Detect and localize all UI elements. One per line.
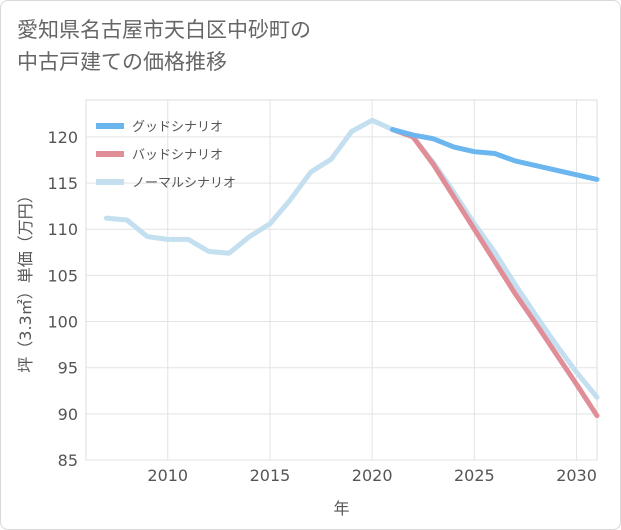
y-tick-label: 105 <box>47 266 78 285</box>
legend-label-2: バッドシナリオ <box>132 148 223 163</box>
legend-label-1: グッドシナリオ <box>132 120 223 135</box>
series-lines <box>103 117 600 419</box>
x-axis-label: 年 <box>333 499 349 518</box>
chart-title-line-1: 愛知県名古屋市天白区中砂町の <box>17 18 311 42</box>
x-tick-label: 2015 <box>250 466 291 485</box>
y-axis-ticks: 85 90 95 100 105 110 115 120 <box>47 128 78 470</box>
y-tick-label: 95 <box>58 359 78 378</box>
y-tick-label: 90 <box>58 405 78 424</box>
y-tick-label: 85 <box>58 451 78 470</box>
y-tick-label: 115 <box>47 174 78 193</box>
grid-lines <box>85 99 598 461</box>
legend-label-3: ノーマルシナリオ <box>132 176 236 191</box>
x-tick-label: 2010 <box>147 466 188 485</box>
series-line-1 <box>390 127 600 182</box>
chart-title: 愛知県名古屋市天白区中砂町の 中古戸建ての価格推移 <box>17 14 607 78</box>
x-tick-label: 2030 <box>556 466 597 485</box>
x-tick-label: 2020 <box>352 466 393 485</box>
y-tick-label: 100 <box>47 313 78 332</box>
x-axis-ticks: 2010 2015 2020 2025 2030 <box>147 466 597 485</box>
series-line-2 <box>390 127 600 419</box>
y-tick-label: 110 <box>47 220 78 239</box>
x-tick-label: 2025 <box>454 466 495 485</box>
series-line-3 <box>103 117 600 400</box>
y-axis-label: 坪（3.3㎡）単価（万円） <box>16 187 35 372</box>
chart-title-line-2: 中古戸建ての価格推移 <box>17 50 227 74</box>
y-tick-label: 120 <box>47 128 78 147</box>
